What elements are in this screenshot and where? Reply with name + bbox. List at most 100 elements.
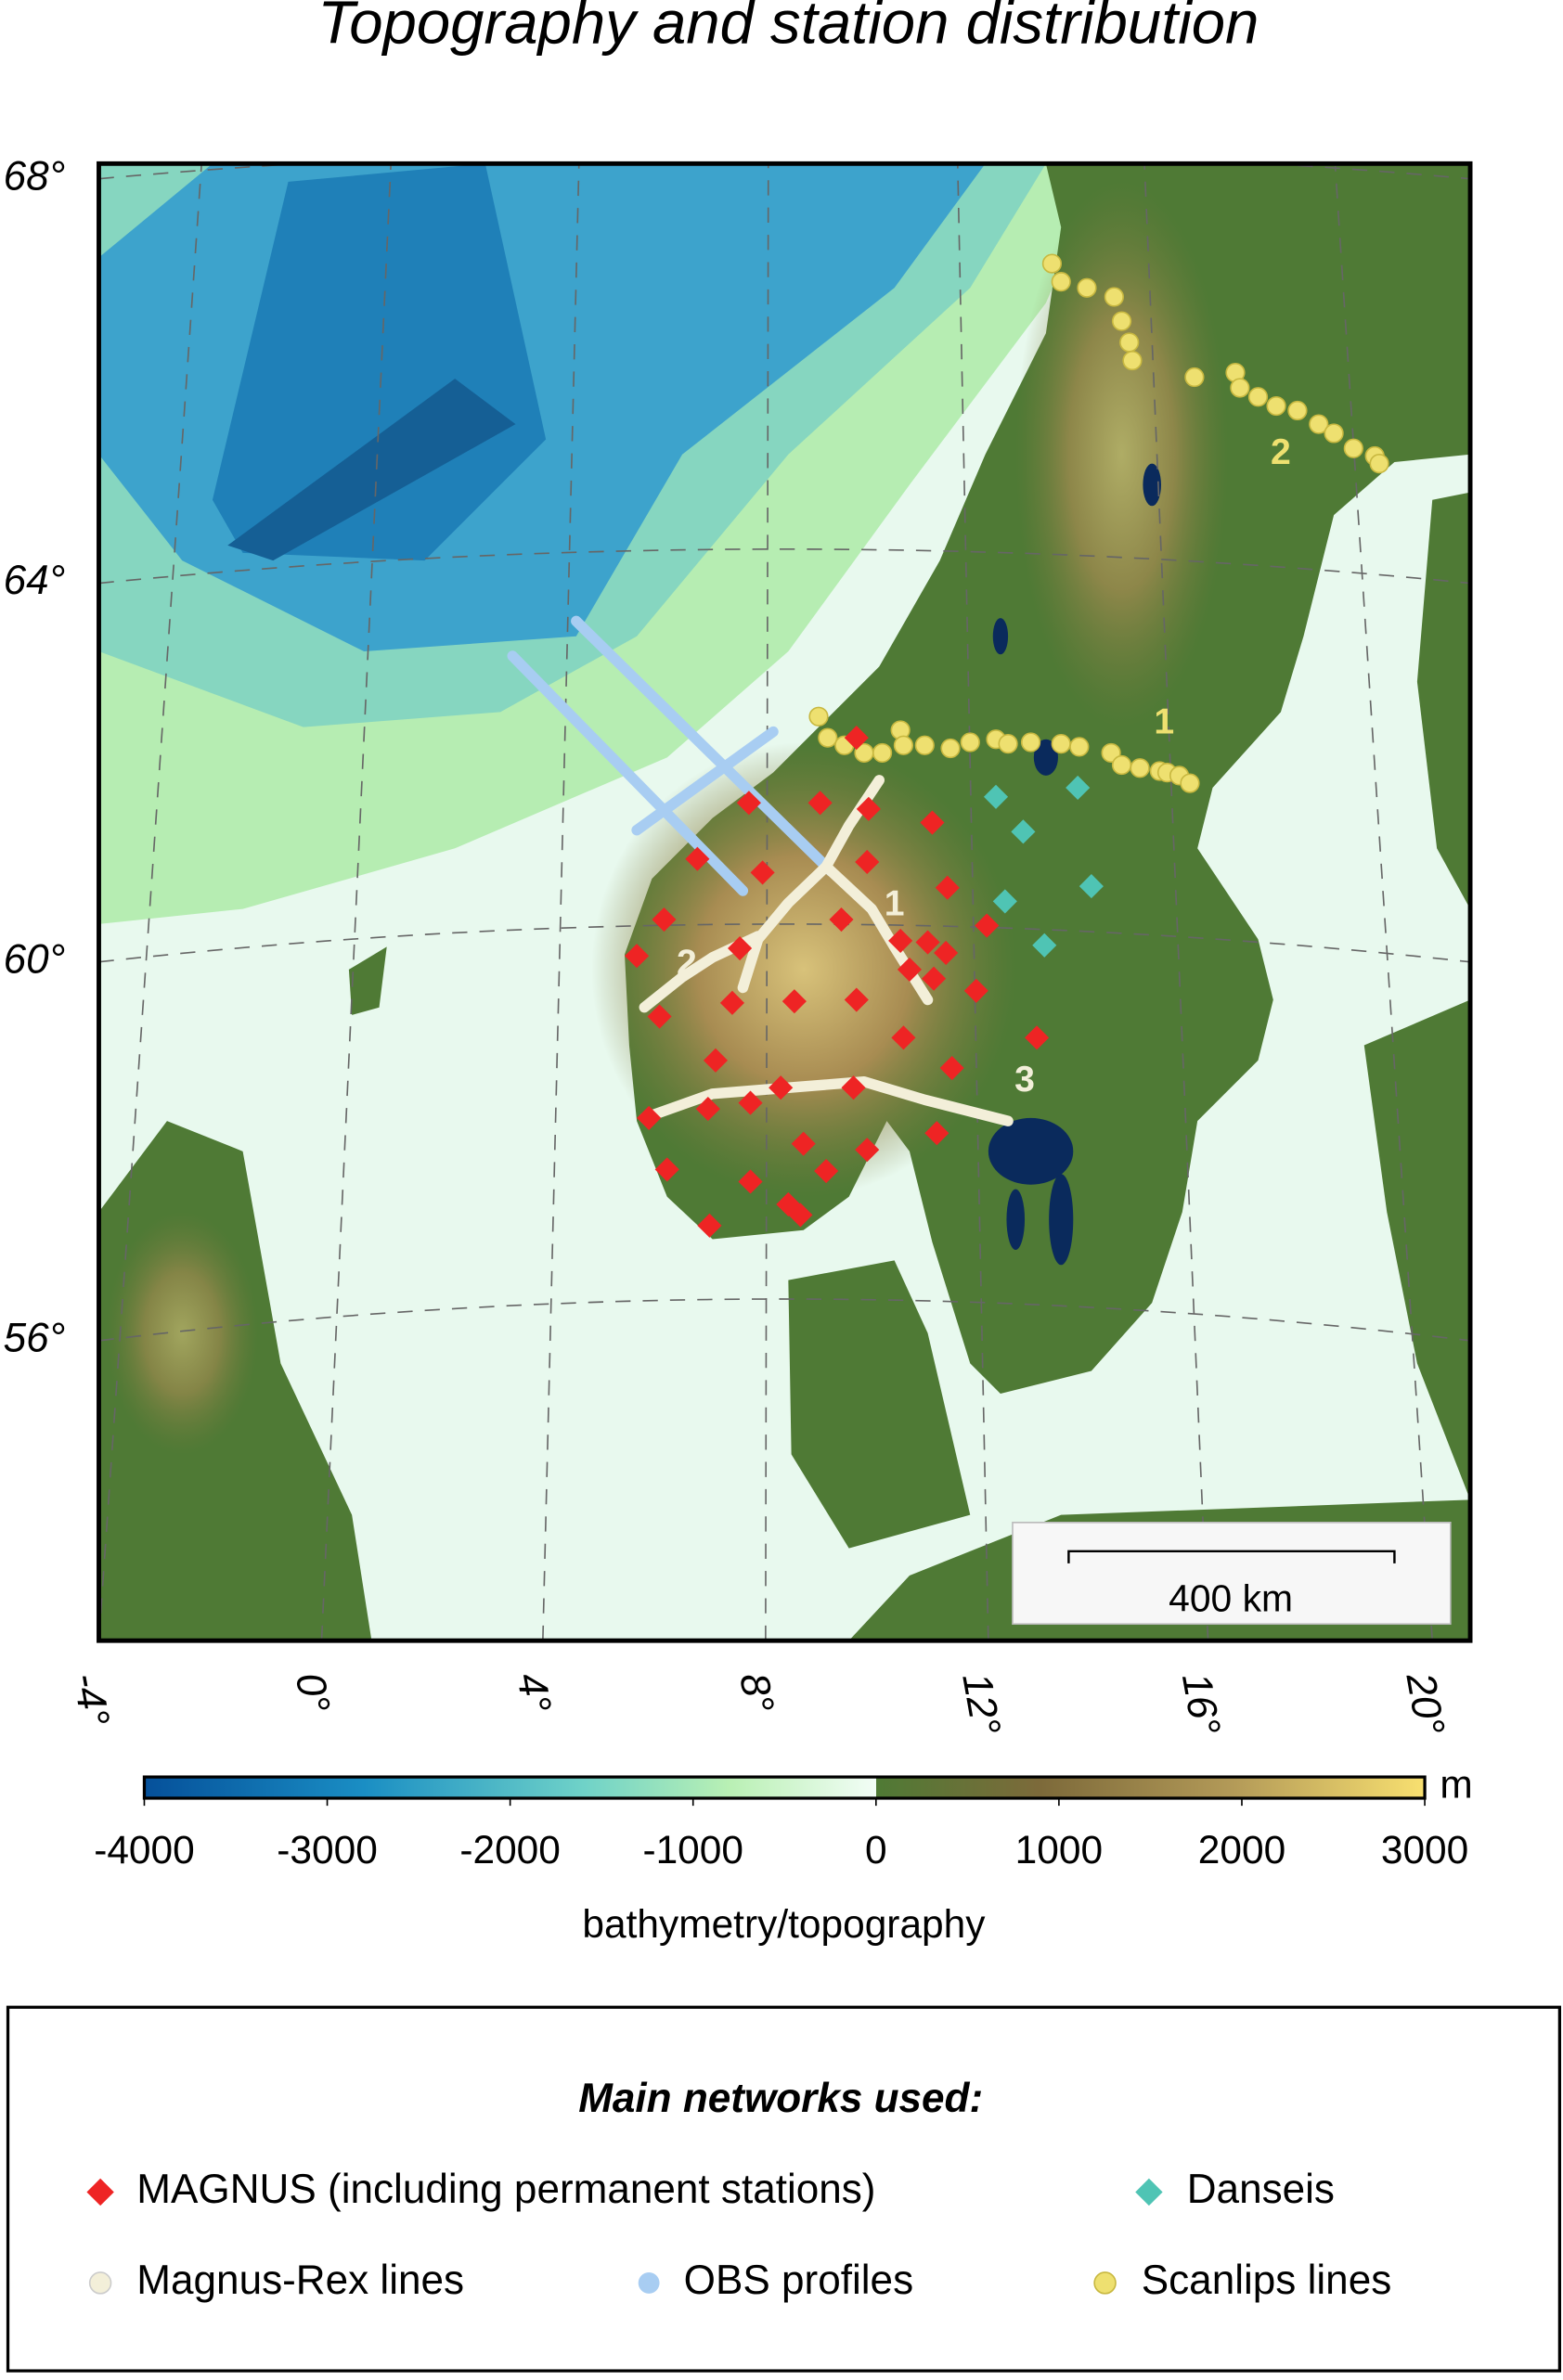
scanlips-station [1077, 277, 1097, 298]
scanlips-station [1122, 350, 1143, 371]
colorbar-tick-label: -1000 [642, 1828, 743, 1872]
land-denmark [788, 1260, 971, 1549]
magnus-station [924, 1121, 949, 1146]
magnus-rex-label: 3 [1014, 1060, 1035, 1100]
scanlips-station [1069, 737, 1090, 757]
magnus-station [750, 860, 775, 885]
magnus-station [738, 1169, 763, 1194]
scanlips-station [1051, 734, 1071, 754]
lake [1033, 739, 1058, 776]
scanlips-station [1266, 395, 1286, 417]
danseis-station [1079, 874, 1104, 899]
topo-south [591, 742, 1016, 1197]
lon-label: 8° [730, 1669, 782, 1716]
danseis-station [1066, 775, 1091, 801]
colorbar [142, 1775, 1427, 1800]
magnus-station [654, 1157, 679, 1182]
legend-symbol [638, 2271, 660, 2294]
scale-bar-label: 400 km [1169, 1576, 1293, 1619]
graticule-meridian [1334, 163, 1434, 1641]
scanlips-station [1343, 438, 1363, 458]
scanlips-station [1184, 367, 1205, 388]
land-finland [1416, 492, 1471, 909]
title: Topography and station distribution [317, 0, 1259, 57]
scanlips-station [818, 727, 838, 748]
topo-north [1015, 181, 1228, 727]
lake [1049, 1174, 1074, 1266]
lon-label: 4° [508, 1669, 560, 1716]
lake [988, 1117, 1074, 1185]
magnus-station [855, 1138, 880, 1163]
magnus-rex-line [737, 775, 885, 994]
lake [992, 618, 1009, 655]
land-shetland [348, 946, 387, 1015]
lon-label: 12° [953, 1669, 1009, 1738]
colorbar-label: bathymetry/topography [582, 1902, 986, 1946]
magnus-station [807, 791, 833, 816]
scanlips-station [960, 732, 980, 753]
magnus-station [934, 940, 959, 965]
magnus-station [695, 1097, 720, 1122]
magnus-rex-line [639, 1076, 1014, 1126]
magnus-station [891, 1025, 916, 1050]
lat-label: 60° [4, 936, 66, 982]
graticule-meridian [98, 163, 202, 1641]
graticule-parallel [98, 1298, 1471, 1342]
scanlips-station [1324, 423, 1344, 444]
magnus-station [915, 930, 940, 955]
scale-bar [1067, 1550, 1396, 1563]
magnus-station [888, 928, 913, 953]
graticule-parallel [98, 548, 1471, 585]
colorbar-unit: m [1440, 1763, 1472, 1807]
magnus-station [1025, 1025, 1050, 1050]
graticule-meridian [765, 163, 769, 1641]
legend-symbol [88, 2271, 112, 2295]
scanlips-station [1020, 732, 1041, 753]
magnus-station [685, 846, 710, 871]
scanlips-station [1287, 400, 1308, 421]
map-area [98, 163, 1471, 1641]
scanlips-station [1309, 414, 1329, 434]
legend-label: MAGNUS (including permanent stations) [136, 2167, 875, 2212]
magnus-station [791, 1131, 816, 1156]
ridge [227, 379, 516, 561]
magnus-station [975, 913, 1000, 938]
scanlips-station [1180, 773, 1200, 793]
legend-symbol [86, 2178, 114, 2206]
lon-label: -4° [64, 1669, 118, 1729]
magnus-station [855, 849, 880, 875]
colorbar-tick-label: 1000 [1015, 1828, 1103, 1872]
magnus-station [738, 1090, 763, 1115]
graticule-meridian [1143, 163, 1209, 1641]
obs-profile [631, 726, 779, 836]
danseis-station [992, 889, 1017, 914]
colorbar-tick-label: -3000 [277, 1828, 378, 1872]
scanlips-station [1130, 758, 1150, 778]
lon-label: 0° [287, 1669, 339, 1716]
graticule-meridian [320, 163, 392, 1641]
obs-profile [507, 650, 749, 896]
scanlips-station [1369, 453, 1389, 474]
magnus-station [788, 1203, 813, 1228]
scanlips-station [872, 742, 893, 764]
graticule-meridian [542, 163, 580, 1641]
magnus-station [856, 796, 881, 821]
danseis-station [1011, 819, 1036, 844]
scanlips-label: 2 [1271, 432, 1291, 472]
scanlips-label: 1 [1154, 702, 1174, 742]
legend-title: Main networks used: [578, 2076, 983, 2121]
lon-label: 20° [1397, 1668, 1453, 1738]
scanlips-station [914, 735, 935, 755]
obs-profile [571, 615, 836, 877]
lat-label: 64° [4, 558, 66, 603]
deep-basin [212, 163, 547, 561]
lake [1143, 463, 1161, 507]
magnus-station [814, 1158, 839, 1184]
scanlips-station [893, 735, 914, 755]
scanlips-station [1230, 378, 1250, 398]
magnus-rex-label: 2 [677, 943, 697, 983]
scale-bar-box [1012, 1522, 1452, 1626]
lon-label: 16° [1173, 1669, 1229, 1738]
